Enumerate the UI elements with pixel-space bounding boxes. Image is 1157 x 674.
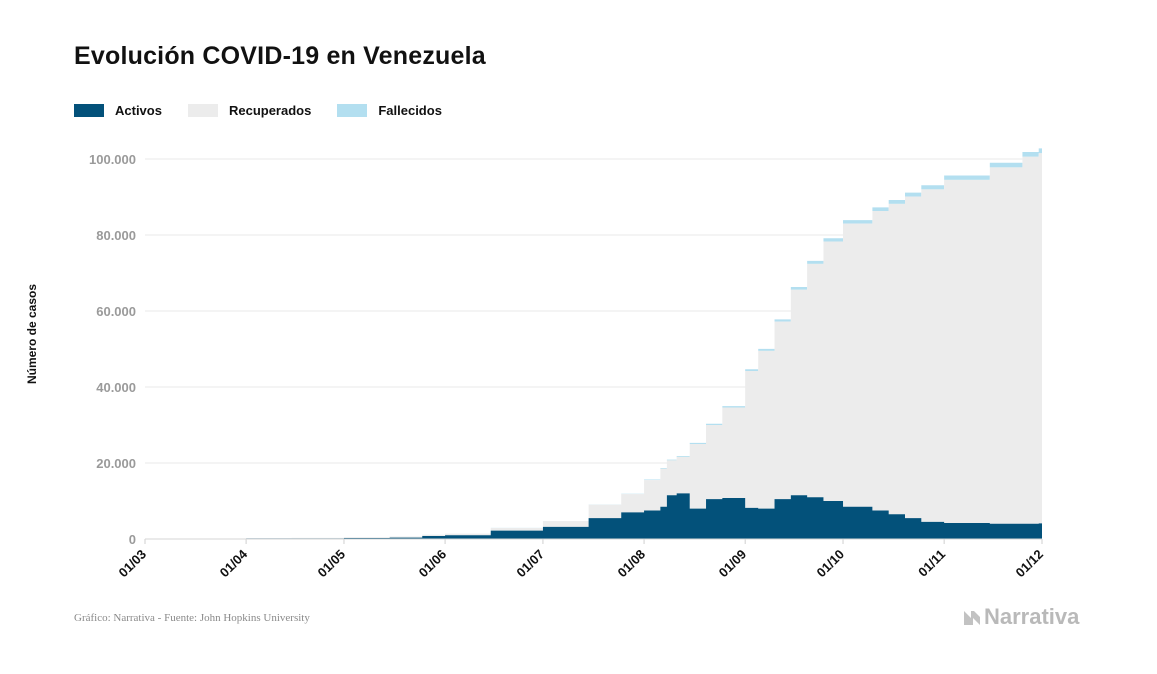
area-recuperados [184, 153, 1042, 539]
legend-label-activos: Activos [115, 103, 162, 118]
source-note: Gráfico: Narrativa - Fuente: John Hopkin… [74, 612, 310, 624]
legend-label-fallecidos: Fallecidos [378, 103, 442, 118]
legend-label-recuperados: Recuperados [228, 103, 312, 118]
x-tick-label: 01/04 [217, 546, 251, 580]
legend: Activos Recuperados Fallecidos [74, 103, 468, 118]
legend-item-fallecidos: Fallecidos [337, 103, 442, 118]
legend-swatch-recuperados [187, 104, 218, 117]
chart-title: Evolución COVID-19 en Venezuela [74, 42, 486, 70]
x-tick-label: 01/07 [513, 547, 547, 581]
brand-name: Narrativa [984, 604, 1080, 629]
y-tick-label: 80.000 [96, 228, 136, 243]
x-tick-label: 01/08 [615, 547, 649, 581]
x-tick-label: 01/10 [814, 547, 848, 581]
x-tick-label: 01/12 [1013, 547, 1047, 581]
legend-item-activos: Activos [74, 103, 162, 118]
x-tick-label: 01/11 [915, 547, 948, 580]
x-tick-label: 01/03 [116, 547, 150, 581]
y-tick-label: 20.000 [96, 456, 136, 471]
y-tick-label: 60.000 [96, 304, 136, 319]
area-activos [184, 493, 1042, 539]
legend-swatch-activos [74, 104, 104, 117]
legend-item-recuperados: Recuperados [187, 103, 312, 118]
legend-swatch-fallecidos [337, 104, 368, 117]
x-tick-label: 01/09 [716, 547, 750, 581]
x-tick-label: 01/06 [416, 547, 450, 581]
narrativa-logo-icon [964, 611, 980, 625]
y-tick-label: 0 [129, 532, 136, 547]
x-tick-label: 01/05 [314, 547, 348, 581]
y-tick-label: 100.000 [89, 152, 136, 167]
y-tick-label: 40.000 [96, 380, 136, 395]
brand-logo: Narrativa [962, 604, 1079, 630]
